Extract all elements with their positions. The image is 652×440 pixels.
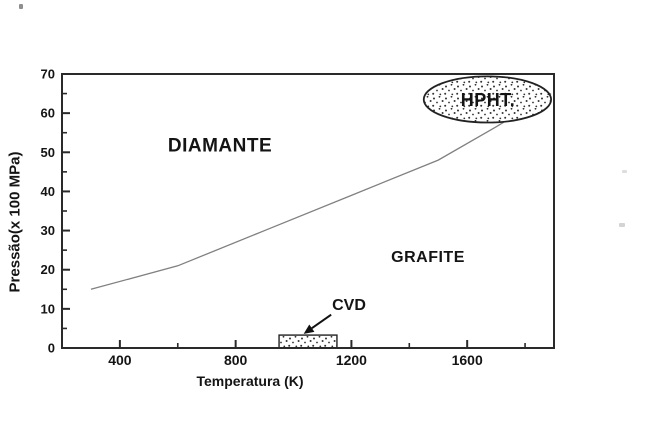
x-tick-label: 800 <box>224 352 248 368</box>
y-tick-label: 30 <box>41 223 55 238</box>
y-tick-label: 70 <box>41 67 55 82</box>
x-axis-title: Temperatura (K) <box>196 373 304 389</box>
scan-speck <box>622 170 627 173</box>
cvd-arrowhead <box>303 324 315 334</box>
scan-speck <box>19 4 23 9</box>
plot-border <box>61 73 555 349</box>
series-diamante-grafite-phase-boundary <box>90 93 552 290</box>
y-tick-label: 40 <box>41 184 55 199</box>
x-tick-label: 1600 <box>452 352 483 368</box>
x-tick-label: 1200 <box>336 352 367 368</box>
y-tick-label: 10 <box>41 301 55 316</box>
scan-speck <box>619 223 625 227</box>
annotation-label-hpht: HPHT. <box>460 90 516 110</box>
annotation-label-cvd: CVD <box>332 297 366 314</box>
region-label-diamante: DIAMANTE <box>167 135 273 157</box>
y-tick-label: 0 <box>48 341 55 356</box>
y-axis-title: Pressão(x 100 MPa) <box>6 151 24 293</box>
region-label-grafite: GRAFITE <box>391 249 465 266</box>
y-tick-label: 20 <box>41 262 55 277</box>
cvd-arrow <box>311 313 332 330</box>
y-tick-label: 60 <box>41 106 55 121</box>
cvd-region-box <box>278 334 338 349</box>
hpht-region-ellipse <box>422 75 553 124</box>
y-tick-label: 50 <box>41 145 55 160</box>
x-tick-label: 400 <box>108 352 132 368</box>
